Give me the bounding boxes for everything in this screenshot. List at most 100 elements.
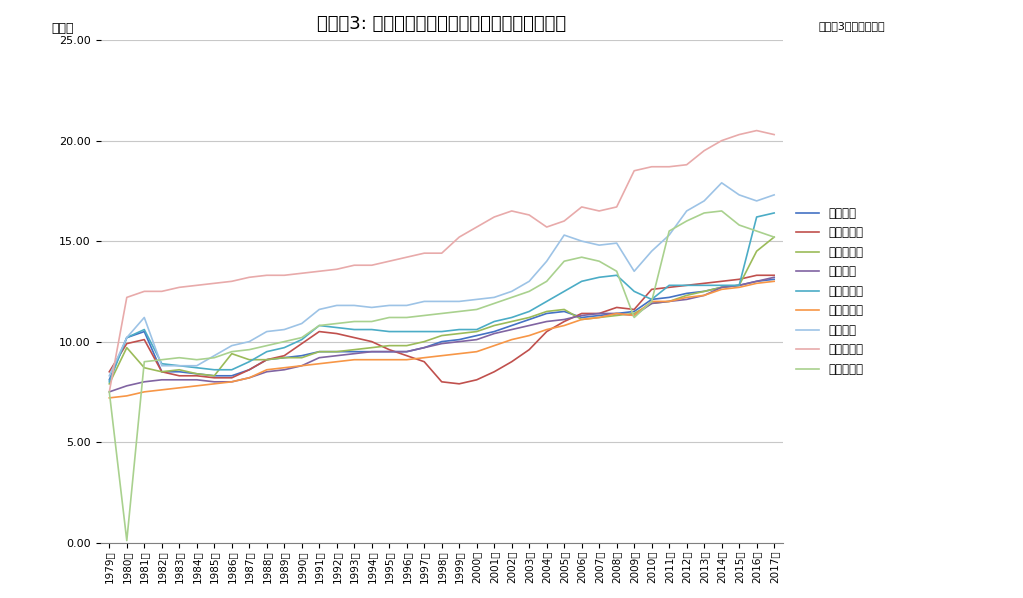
普通貨物車: [261, 348, 273, 355]
小型乗用車: [559, 306, 571, 313]
乗用車計: [226, 372, 238, 379]
Line: 乗用車計: 乗用車計: [109, 279, 774, 380]
乗用車計: [401, 348, 413, 355]
普通貨物車: [436, 328, 448, 335]
普通貨物車: [226, 366, 238, 373]
普通乗用車: [313, 328, 325, 335]
小型貨物車: [190, 382, 203, 389]
小型乗用車: [733, 282, 746, 289]
小型乗合車: [646, 298, 658, 305]
小型貨物車: [383, 356, 395, 364]
普通貨物車: [155, 360, 168, 367]
Line: 普通乗合車: 普通乗合車: [109, 130, 774, 392]
普通乗合車: [680, 161, 693, 168]
普通乗用車: [576, 310, 588, 317]
普通貨物車: [680, 282, 693, 289]
小型乗用車: [348, 346, 360, 353]
普通乗合車: [715, 137, 727, 144]
普通乗用車: [138, 336, 150, 343]
普通乗合車: [418, 249, 431, 257]
貨物車計: [628, 312, 640, 319]
乗合車計: [190, 362, 203, 370]
普通乗用車: [261, 356, 273, 364]
普通乗合車: [226, 277, 238, 285]
普通乗用車: [593, 310, 606, 317]
普通乗合車: [733, 131, 746, 138]
小型乗合車: [313, 322, 325, 329]
Line: 普通乗用車: 普通乗用車: [109, 275, 774, 384]
貨物車計: [138, 378, 150, 385]
貨物車計: [715, 284, 727, 291]
小型乗用車: [540, 308, 552, 315]
乗合車計: [733, 191, 746, 199]
乗用車計: [488, 328, 500, 335]
普通乗合車: [383, 258, 395, 265]
小型乗用車: [401, 342, 413, 349]
乗用車計: [715, 284, 727, 291]
貨物車計: [593, 310, 606, 317]
普通乗用車: [383, 346, 395, 353]
普通乗用車: [559, 318, 571, 325]
小型乗合車: [208, 354, 220, 361]
小型乗合車: [751, 227, 763, 234]
小型乗合車: [576, 254, 588, 261]
Line: 乗合車計: 乗合車計: [109, 183, 774, 376]
普通乗合車: [593, 208, 606, 215]
小型乗合車: [138, 358, 150, 365]
普通乗用車: [226, 374, 238, 382]
小型貨物車: [278, 364, 291, 371]
乗合車計: [418, 298, 431, 305]
貨物車計: [278, 366, 291, 373]
Line: 小型貨物車: 小型貨物車: [109, 281, 774, 398]
普通乗用車: [663, 284, 675, 291]
乗合車計: [576, 237, 588, 245]
Title: グラフ3: 平均使用年数の推移（軽自動車を除く）: グラフ3: 平均使用年数の推移（軽自動車を除く）: [317, 15, 567, 33]
普通乗用車: [505, 358, 518, 365]
普通貨物車: [313, 322, 325, 329]
小型乗用車: [488, 322, 500, 329]
小型乗合車: [505, 294, 518, 301]
小型貨物車: [471, 348, 483, 355]
小型乗合車: [628, 314, 640, 321]
貨物車計: [663, 298, 675, 305]
小型乗用車: [576, 316, 588, 323]
小型乗用車: [663, 298, 675, 305]
乗用車計: [208, 372, 220, 379]
小型貨物車: [296, 362, 308, 370]
小型乗用車: [190, 370, 203, 377]
貨物車計: [523, 322, 535, 329]
普通乗用車: [523, 346, 535, 353]
乗合車計: [559, 231, 571, 239]
小型乗用車: [471, 328, 483, 335]
乗用車計: [173, 368, 185, 376]
普通貨物車: [663, 282, 675, 289]
普通貨物車: [243, 358, 256, 365]
小型乗用車: [226, 350, 238, 357]
普通貨物車: [365, 326, 377, 333]
普通乗用車: [768, 271, 781, 279]
小型貨物車: [559, 322, 571, 329]
小型乗用車: [121, 344, 133, 351]
普通乗合車: [488, 213, 500, 221]
貨物車計: [190, 376, 203, 383]
小型乗合車: [226, 348, 238, 355]
普通乗用車: [646, 286, 658, 293]
乗合車計: [471, 296, 483, 303]
普通貨物車: [418, 328, 431, 335]
乗合車計: [383, 302, 395, 309]
貨物車計: [173, 376, 185, 383]
乗合車計: [698, 197, 710, 205]
乗用車計: [330, 348, 343, 355]
小型貨物車: [540, 326, 552, 333]
普通貨物車: [611, 271, 623, 279]
貨物車計: [296, 362, 308, 370]
小型貨物車: [173, 385, 185, 392]
普通貨物車: [628, 288, 640, 295]
小型乗用車: [278, 354, 291, 361]
貨物車計: [611, 310, 623, 317]
小型乗用車: [436, 332, 448, 339]
乗用車計: [348, 348, 360, 355]
普通乗用車: [348, 334, 360, 341]
乗用車計: [628, 308, 640, 315]
小型貨物車: [348, 356, 360, 364]
